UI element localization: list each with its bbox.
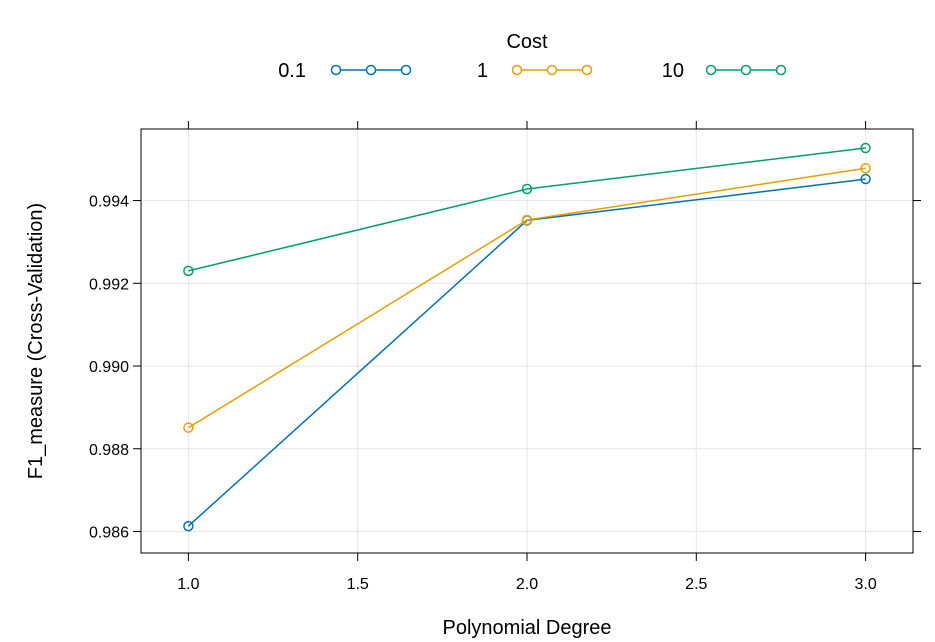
legend-marker (511, 64, 523, 76)
legend-marker (775, 64, 787, 76)
series-layer (183, 142, 871, 532)
y-tick-label: 0.994 (89, 194, 129, 211)
data-point (860, 163, 871, 174)
x-tick-label: 3.0 (854, 576, 876, 593)
data-point (860, 142, 871, 154)
data-point (183, 422, 194, 433)
legend-marker (400, 64, 412, 76)
x-tick-label: 2.0 (516, 576, 538, 593)
x-tick-label: 1.5 (347, 576, 369, 593)
series-line (188, 167, 866, 429)
legend-marker (581, 64, 593, 76)
data-point (521, 214, 533, 226)
series-line (188, 147, 866, 272)
legend-marker (330, 64, 342, 76)
x-tick-label: 1.0 (177, 576, 199, 593)
legend-marker (705, 64, 717, 76)
legend-marker (740, 64, 752, 76)
x-axis-title: Polynomial Degree (443, 617, 612, 639)
legend-marker (365, 64, 377, 76)
axis-tick-labels: 1.0 1.5 2.0 2.5 3.0 0.986 0.988 0.990 0.992 0.994 (89, 194, 877, 593)
grid-lines (141, 129, 913, 553)
data-point (183, 520, 194, 532)
data-point (183, 265, 194, 277)
y-axis-title: F1_measure (Cross-Validation) (25, 203, 47, 479)
legend-marker (546, 64, 558, 76)
y-tick-label: 0.988 (89, 442, 129, 459)
legend-label: 0.1 (278, 60, 306, 82)
legend-title: Cost (506, 31, 548, 53)
y-tick-label: 0.990 (89, 359, 129, 376)
legend-label: 1 (477, 60, 488, 82)
legend-label: 10 (662, 60, 684, 82)
y-tick-label: 0.992 (89, 276, 129, 293)
y-tick-label: 0.986 (89, 524, 129, 541)
x-tick-label: 2.5 (685, 576, 707, 593)
series-10 (183, 142, 871, 277)
data-point (521, 183, 533, 195)
axis-ticks (133, 121, 921, 561)
series-1 (183, 163, 871, 433)
data-point (860, 173, 871, 185)
legend: Cost 0.1 1 10 (278, 31, 787, 82)
